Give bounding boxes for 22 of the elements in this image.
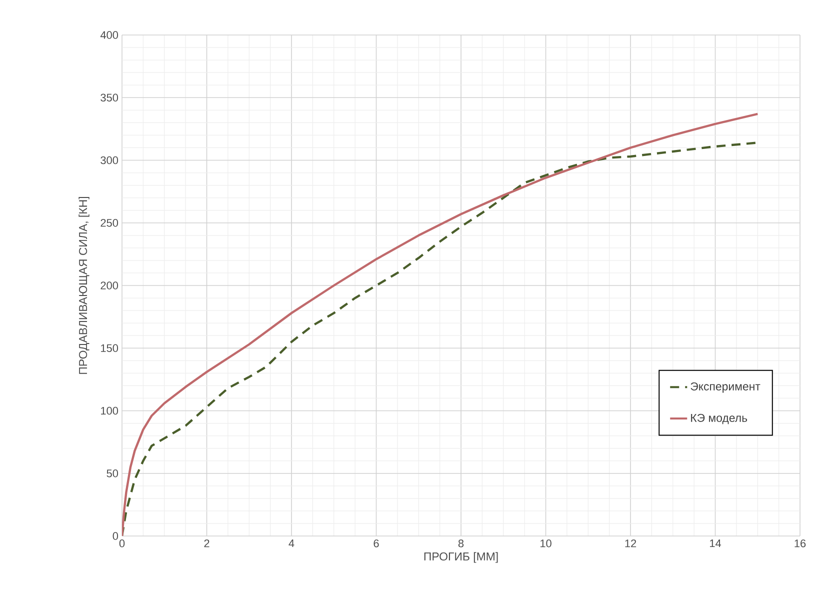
y-tick-label: 400 xyxy=(100,31,118,39)
y-tick-label: 350 xyxy=(100,94,118,102)
x-tick-label: 14 xyxy=(710,540,722,548)
x-tick-label: 16 xyxy=(794,540,806,548)
y-axis-title: ПРОДАВЛИВАЮЩАЯ СИЛА, [КН] xyxy=(78,197,90,374)
legend-label: КЭ модель xyxy=(691,414,748,424)
x-tick-label: 10 xyxy=(540,540,552,548)
y-tick-label: 100 xyxy=(101,406,118,415)
x-tick-label: 2 xyxy=(204,540,210,548)
legend-label: Эксперимент xyxy=(690,382,760,393)
y-tick-label: 50 xyxy=(106,470,118,478)
x-axis-title: ПРОГИБ [ММ] xyxy=(424,552,498,563)
y-tick-label: 200 xyxy=(100,282,118,290)
x-tick-label: 4 xyxy=(288,540,294,548)
x-tick-label: 6 xyxy=(374,540,379,548)
y-tick-label: 300 xyxy=(100,156,118,164)
x-tick-label: 8 xyxy=(458,540,464,548)
y-tick-label: 150 xyxy=(101,344,118,352)
y-tick-label: 0 xyxy=(112,532,118,540)
x-tick-label: 0 xyxy=(119,540,125,548)
y-tick-label: 250 xyxy=(100,219,118,227)
x-tick-label: 12 xyxy=(625,540,636,548)
